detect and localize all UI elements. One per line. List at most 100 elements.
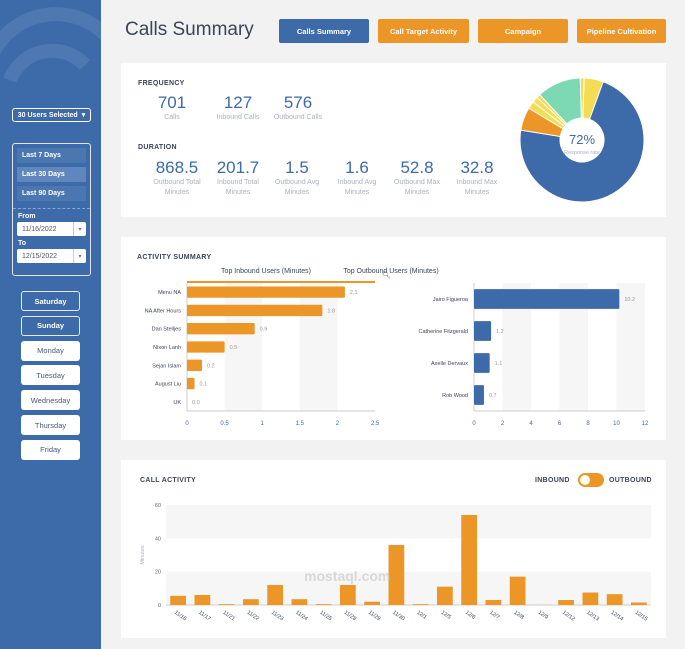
bar <box>170 595 187 605</box>
bar <box>606 594 623 605</box>
tab-calls-summary[interactable]: Calls Summary <box>279 19 369 43</box>
x-tick-label: 11/25 <box>318 610 332 623</box>
activity-summary-card: ACTIVITY SUMMARY Top Inbound Users (Minu… <box>121 237 666 440</box>
stat: 201.7 Inbound Total Minutes <box>209 158 267 198</box>
from-date-input[interactable]: 11/16/2022 ▾ <box>17 222 86 236</box>
stat: 32.8 Inbound Max Minutes <box>448 158 506 198</box>
users-select-label: 30 Users Selected <box>17 111 78 119</box>
tab-campaign[interactable]: Campaign <box>478 19 568 43</box>
stat-value: 576 <box>283 93 313 112</box>
category-label: Nixon Lanh <box>153 345 181 351</box>
y-tick-label: 40 <box>155 536 161 542</box>
bar <box>291 599 308 605</box>
value-label: 10.2 <box>624 297 635 303</box>
x-tick-label: 11/30 <box>391 610 405 623</box>
y-tick-label: 60 <box>155 503 161 509</box>
date-range-panel: Last 7 Days Last 30 Days Last 90 Days Fr… <box>12 143 91 276</box>
response-rate-value: 72% <box>569 132 595 147</box>
x-tick-label: 12/6 <box>464 610 476 621</box>
grid-band <box>224 283 263 411</box>
divider <box>13 208 90 209</box>
caret-down-icon[interactable]: ▾ <box>73 249 86 263</box>
y-tick-label: 0 <box>158 603 161 609</box>
stat: 868.5 Outbound Total Minutes <box>148 158 206 198</box>
range-last-7[interactable]: Last 7 Days <box>17 148 86 163</box>
chart-title: Top Outbound Users (Minutes) <box>343 268 438 275</box>
stat-label: Outbound Calls <box>273 114 323 121</box>
stat-label: Inbound Calls <box>216 114 260 121</box>
bar <box>315 604 332 605</box>
bar <box>187 359 203 371</box>
bar <box>474 289 620 309</box>
value-label: 0.1 <box>200 382 208 388</box>
value-label: 0.7 <box>489 393 497 399</box>
x-tick-label: 11/24 <box>294 610 308 623</box>
grid-band <box>166 571 651 605</box>
bar <box>187 286 345 298</box>
bar <box>187 341 225 353</box>
bar <box>436 586 453 605</box>
from-label: From <box>18 213 36 220</box>
stat: 52.8 Outbound Max Minutes <box>388 158 446 198</box>
range-last-30[interactable]: Last 30 Days <box>17 167 86 182</box>
x-tick-label: 12/14 <box>609 610 624 623</box>
stat-label: Outbound Total Minutes <box>153 179 201 196</box>
y-axis-label: Minutes <box>140 545 146 565</box>
bar <box>218 604 235 605</box>
x-tick-label: 0.5 <box>220 421 229 427</box>
x-tick-label: 6 <box>558 421 562 427</box>
duration-title: DURATION <box>138 144 177 151</box>
day-saturday[interactable]: Saturday <box>21 291 80 311</box>
category-label: Menu NA <box>158 290 181 296</box>
x-tick-label: 11/16 <box>173 610 187 623</box>
stat-label: Inbound Max Minutes <box>456 179 498 196</box>
x-tick-label: 12/9 <box>537 610 549 621</box>
day-monday[interactable]: Monday <box>21 340 80 361</box>
category-label: Rob Wood <box>442 393 468 399</box>
stat-label: Inbound Total Minutes <box>217 179 259 196</box>
users-select[interactable]: 30 Users Selected ▾ <box>12 108 91 122</box>
value-label: 1.8 <box>327 308 335 314</box>
caret-down-icon[interactable]: ▾ <box>73 222 86 236</box>
grid-band <box>166 505 651 539</box>
category-label: Dan Stelljes <box>152 327 182 333</box>
value-label: 0.9 <box>260 327 268 333</box>
bar <box>194 595 211 605</box>
bar <box>339 585 356 605</box>
stat-label: Calls <box>164 114 180 121</box>
stat: 1.6 Inbound Avg Minutes <box>328 158 386 198</box>
value-label: 0.2 <box>207 363 215 369</box>
day-friday[interactable]: Friday <box>21 439 80 460</box>
zoom-icon: 🔍︎ <box>382 271 391 279</box>
bar <box>461 515 478 605</box>
x-tick-label: 11/29 <box>367 610 381 623</box>
day-thursday[interactable]: Thursday <box>21 415 80 435</box>
x-tick-label: 4 <box>529 421 533 427</box>
watermark: mostaql.com <box>304 568 391 584</box>
day-sunday[interactable]: Sunday <box>21 315 80 336</box>
bar <box>630 602 647 605</box>
x-tick-label: 12/15 <box>634 610 649 623</box>
bar <box>558 600 575 605</box>
x-tick-label: 1 <box>261 421 265 427</box>
pie-slice <box>519 81 645 203</box>
bar <box>242 599 259 605</box>
to-date-value: 12/15/2022 <box>22 252 58 260</box>
x-tick-label: 2.5 <box>371 421 380 427</box>
x-tick-label: 2 <box>501 421 505 427</box>
stat: 701 Calls <box>143 93 201 123</box>
x-tick-label: 10 <box>613 421 620 427</box>
x-tick-label: 12/8 <box>512 610 524 621</box>
day-wednesday[interactable]: Wednesday <box>21 390 80 411</box>
range-last-90[interactable]: Last 90 Days <box>17 186 86 201</box>
to-date-input[interactable]: 12/15/2022 ▾ <box>17 249 86 263</box>
to-label: To <box>18 240 27 247</box>
bar <box>474 321 492 341</box>
stat-label: Outbound Avg Minutes <box>274 179 320 196</box>
x-tick-label: 11/28 <box>343 610 357 623</box>
day-tuesday[interactable]: Tuesday <box>21 365 80 386</box>
page-title: Calls Summary <box>125 19 254 40</box>
inbound-outbound-toggle[interactable] <box>578 473 604 487</box>
tab-call-target-activity[interactable]: Call Target Activity <box>378 19 469 43</box>
tab-pipeline-cultivation[interactable]: Pipeline Cultivation <box>577 19 666 43</box>
